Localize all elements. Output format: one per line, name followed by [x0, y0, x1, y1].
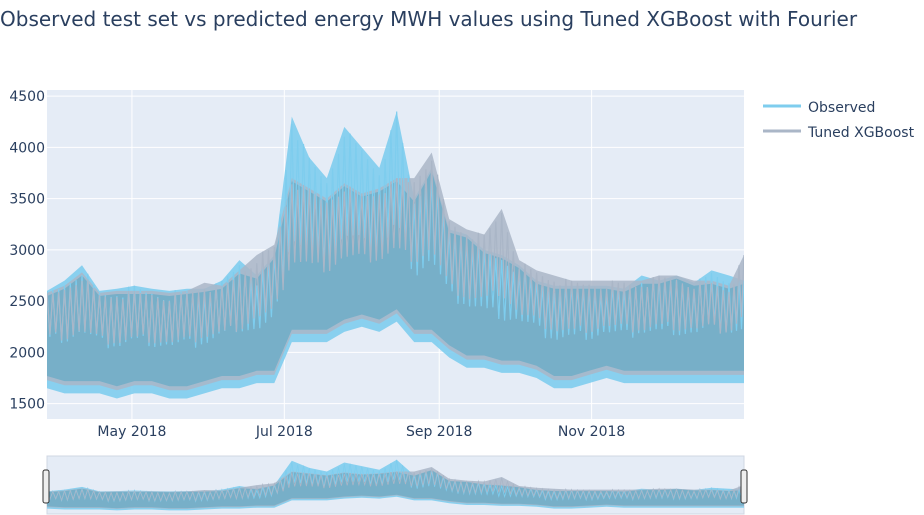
range-slider-left-handle[interactable] — [42, 469, 50, 504]
y-tick-label: 3000 — [9, 243, 45, 259]
series-tuned-xgboost-line-slider — [47, 468, 744, 503]
y-tick-label: 4500 — [9, 89, 45, 105]
series-overlap-band-slider — [47, 470, 744, 509]
series-tuned-xgboost-line-main — [47, 160, 744, 345]
range-slider-preview — [47, 459, 744, 511]
series-layer — [47, 111, 744, 399]
series-overlap-band-main — [47, 171, 744, 387]
legend-label-observed: Observed — [808, 100, 875, 116]
y-tick-label: 4000 — [9, 140, 45, 156]
chart-title: Observed test set vs predicted energy MW… — [0, 7, 858, 31]
x-tick-label: May 2018 — [97, 424, 166, 440]
y-tick-label: 2500 — [9, 294, 45, 310]
x-tick-label: Jul 2018 — [255, 424, 313, 440]
x-axis-ticks: May 2018 Jul 2018 Sep 2018 Nov 2018 — [97, 424, 625, 440]
y-tick-label: 2000 — [9, 345, 45, 361]
y-axis-ticks: 1500 2000 2500 3000 3500 4000 4500 — [9, 89, 45, 412]
legend: Observed Tuned XGBoost — [763, 100, 915, 141]
range-slider-right-handle[interactable] — [740, 469, 748, 504]
x-tick-label: Sep 2018 — [406, 424, 472, 440]
legend-item-tuned-xgboost[interactable]: Tuned XGBoost — [763, 125, 915, 141]
x-tick-label: Nov 2018 — [558, 424, 625, 440]
y-tick-label: 1500 — [9, 397, 45, 413]
y-tick-label: 3500 — [9, 192, 45, 208]
legend-item-observed[interactable]: Observed — [763, 100, 875, 116]
legend-label-tuned-xgboost: Tuned XGBoost — [807, 125, 915, 141]
